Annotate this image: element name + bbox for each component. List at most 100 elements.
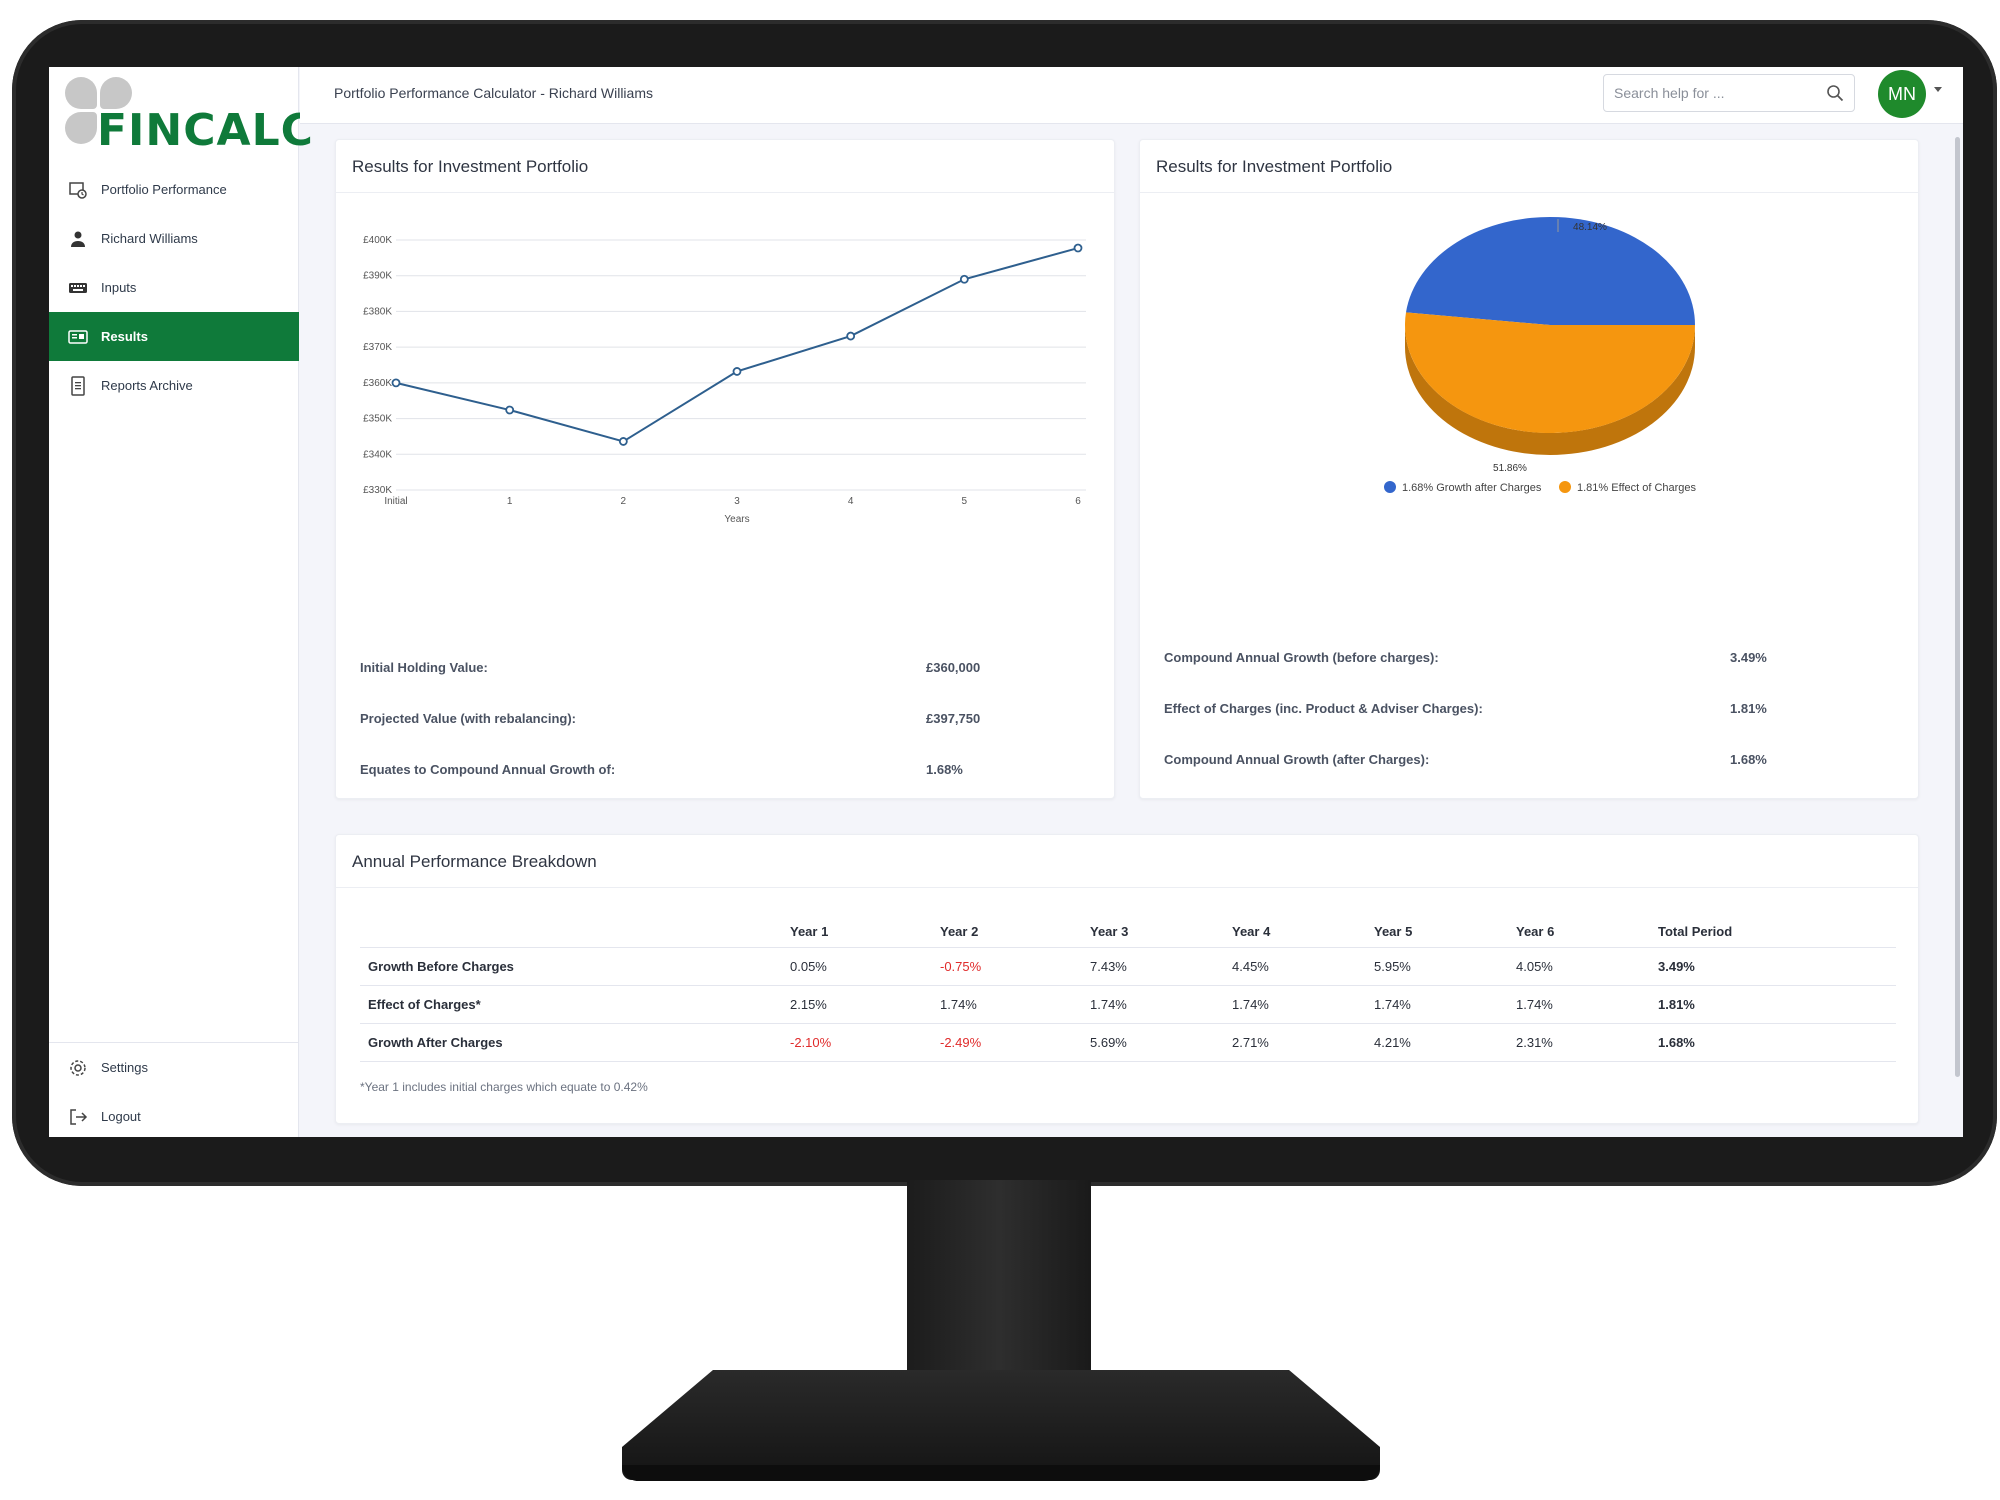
charges-breakdown-card: Results for Investment Portfolio 48.14% 5…: [1139, 139, 1919, 799]
table-cell: 1.74%: [1374, 985, 1516, 1024]
table-cell: 1.74%: [940, 985, 1090, 1024]
table-cell: 4.45%: [1232, 947, 1374, 986]
data-point[interactable]: [1073, 243, 1083, 253]
column-header: Year 2: [940, 917, 1090, 948]
table-cell: 5.69%: [1090, 1023, 1232, 1062]
scrollbar-thumb[interactable]: [1955, 137, 1960, 1077]
table-cell: 1.74%: [1516, 985, 1658, 1024]
sidebar-item-settings[interactable]: Settings: [49, 1043, 299, 1092]
data-point[interactable]: [618, 437, 628, 446]
card-header: Results for Investment Portfolio: [1140, 140, 1918, 193]
column-header: Year 4: [1232, 917, 1374, 948]
legend-label[interactable]: 1.81% Effect of Charges: [1577, 482, 1697, 494]
data-point[interactable]: [846, 331, 856, 341]
screen: FINCALC Portfolio Performance Richard Wi…: [49, 67, 1963, 1137]
search-box[interactable]: [1603, 74, 1855, 112]
y-tick-label: £360K: [363, 378, 392, 389]
column-header: Year 1: [790, 917, 940, 948]
row-label: Growth After Charges: [360, 1023, 790, 1062]
table-cell: 2.31%: [1516, 1023, 1658, 1062]
results-icon: [67, 326, 89, 348]
table-cell: 4.21%: [1374, 1023, 1516, 1062]
sidebar-item-label: Results: [101, 329, 148, 344]
search-icon[interactable]: [1826, 84, 1844, 102]
clover-logo-icon: [65, 77, 135, 147]
data-point[interactable]: [505, 405, 515, 415]
x-tick-label: Initial: [384, 496, 407, 507]
table-row: Effect of Charges* 2.15% 1.74% 1.74% 1.7…: [360, 985, 1896, 1024]
sidebar-item-inputs[interactable]: Inputs: [49, 263, 299, 312]
sidebar-item-portfolio-performance[interactable]: Portfolio Performance: [49, 165, 299, 214]
annual-breakdown-card: Annual Performance Breakdown Year 1 Year…: [335, 834, 1919, 1124]
table-cell: 2.71%: [1232, 1023, 1374, 1062]
y-tick-label: £370K: [363, 342, 392, 353]
stat-value-compound-growth: 1.68%: [926, 762, 963, 777]
sidebar-bottom-nav: Settings Logout: [49, 1042, 299, 1137]
sidebar-item-logout[interactable]: Logout: [49, 1092, 299, 1137]
y-tick-label: £330K: [363, 485, 392, 496]
table-header-row: Year 1 Year 2 Year 3 Year 4 Year 5 Year …: [360, 917, 1896, 948]
x-tick-label: 3: [734, 496, 740, 507]
stat-label-initial-value: Initial Holding Value:: [360, 660, 488, 675]
card-title: Results for Investment Portfolio: [1156, 157, 1393, 176]
top-bar: Portfolio Performance Calculator - Richa…: [300, 67, 1963, 124]
y-tick-label: £400K: [363, 235, 392, 246]
pie-slice[interactable]: [1405, 312, 1695, 434]
data-point[interactable]: [732, 367, 742, 376]
sidebar-item-label: Settings: [101, 1060, 148, 1075]
table-cell-total: 3.49%: [1658, 947, 1896, 986]
chevron-down-icon[interactable]: [1934, 87, 1942, 92]
stat-value-growth-after-charges: 1.68%: [1730, 752, 1767, 767]
document-icon: [67, 375, 89, 397]
gear-icon: [67, 1057, 89, 1079]
stat-label-compound-growth: Equates to Compound Annual Growth of:: [360, 762, 616, 777]
page-title: Portfolio Performance Calculator - Richa…: [334, 85, 653, 101]
row-label: Growth Before Charges: [360, 947, 790, 986]
sidebar-item-reports-archive[interactable]: Reports Archive: [49, 361, 299, 410]
x-tick-label: 4: [848, 496, 854, 507]
fincalc-logo[interactable]: FINCALC: [65, 77, 313, 156]
search-input[interactable]: [1614, 83, 1814, 103]
x-tick-label: 5: [962, 496, 968, 507]
table-cell: 1.74%: [1232, 985, 1374, 1024]
sidebar-item-results[interactable]: Results: [49, 312, 299, 361]
legend-label[interactable]: 1.68% Growth after Charges: [1402, 482, 1542, 494]
pie-slice-side: [1405, 325, 1695, 455]
row-label: Effect of Charges*: [360, 985, 790, 1024]
stat-label-growth-after-charges: Compound Annual Growth (after Charges):: [1164, 752, 1430, 767]
keyboard-icon: [67, 277, 89, 299]
sidebar-item-label: Reports Archive: [101, 378, 193, 393]
y-tick-label: £390K: [363, 271, 392, 282]
card-header: Results for Investment Portfolio: [336, 140, 1114, 193]
card-title: Results for Investment Portfolio: [352, 157, 589, 176]
table-footnote: *Year 1 includes initial charges which e…: [360, 1080, 648, 1094]
stat-label-projected-value: Projected Value (with rebalancing):: [360, 711, 576, 726]
stat-value-initial-value: £360,000: [926, 660, 981, 675]
stat-label-effect-of-charges: Effect of Charges (inc. Product & Advise…: [1164, 701, 1483, 716]
column-header: [360, 917, 790, 948]
sidebar-item-label: Richard Williams: [101, 231, 198, 246]
logo-text: FINCALC: [97, 105, 314, 156]
table-cell: 0.05%: [790, 947, 940, 986]
column-header: Year 5: [1374, 917, 1516, 948]
card-title: Annual Performance Breakdown: [352, 852, 597, 871]
sidebar-item-client[interactable]: Richard Williams: [49, 214, 299, 263]
y-tick-label: £340K: [363, 449, 392, 460]
card-header: Annual Performance Breakdown: [336, 835, 1918, 888]
column-header: Year 6: [1516, 917, 1658, 948]
data-point[interactable]: [959, 274, 969, 284]
table-cell: 7.43%: [1090, 947, 1232, 986]
table-cell: 1.74%: [1090, 985, 1232, 1024]
sidebar-item-label: Inputs: [101, 280, 137, 295]
column-header: Total Period: [1658, 917, 1896, 948]
avatar[interactable]: MN: [1878, 70, 1926, 118]
pie-slice[interactable]: [1405, 217, 1695, 325]
y-tick-label: £380K: [363, 306, 392, 317]
x-tick-label: 2: [621, 496, 627, 507]
sidebar: FINCALC Portfolio Performance Richard Wi…: [49, 67, 313, 1137]
data-point[interactable]: [391, 378, 401, 388]
table-cell: 4.05%: [1516, 947, 1658, 986]
sidebar-item-label: Logout: [101, 1109, 141, 1124]
portfolio-icon: [67, 179, 89, 201]
legend-marker: [1559, 481, 1571, 493]
